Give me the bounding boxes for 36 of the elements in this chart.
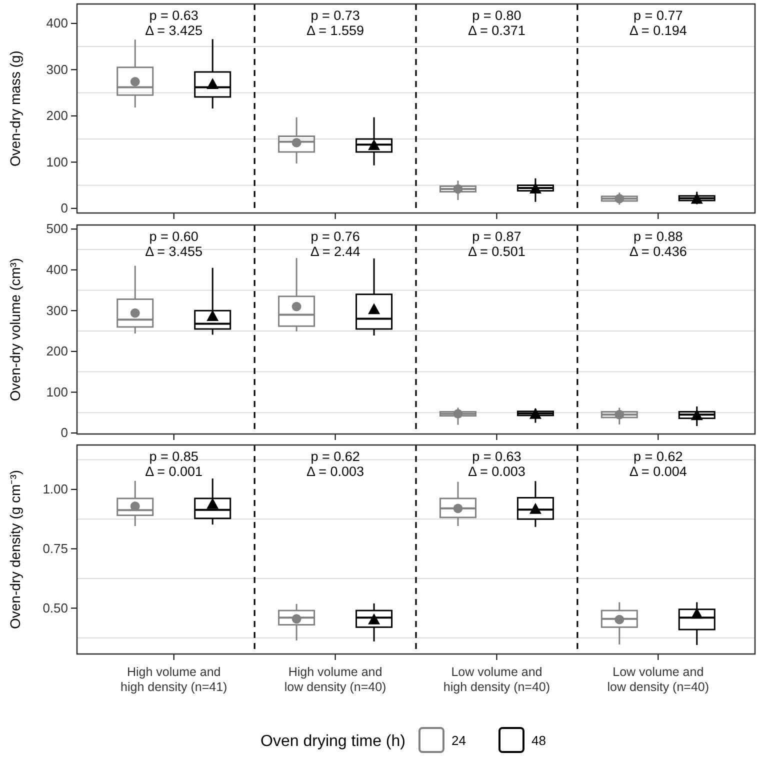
- y-axis-title: Oven-dry density (g cm⁻³): [7, 470, 23, 630]
- annotation: p = 0.63 Δ = 0.003: [468, 449, 526, 479]
- y-tick-label: 0.50: [42, 600, 68, 616]
- y-tick-label: 0: [60, 425, 68, 440]
- y-tick-label: 300: [46, 302, 68, 318]
- annotation: p = 0.60 Δ = 3.455: [145, 229, 203, 259]
- annotation: p = 0.62 Δ = 0.004: [629, 449, 688, 479]
- x-tick-label: Low volume and high density (n=40): [443, 665, 550, 694]
- y-tick-label: 400: [46, 16, 68, 31]
- x-tick-label: Low volume and low density (n=40): [607, 665, 710, 694]
- y-tick-label: 1.00: [42, 482, 68, 497]
- annotation: p = 0.87 Δ = 0.501: [468, 229, 526, 259]
- y-tick-label: 200: [46, 108, 68, 124]
- annotation: p = 0.63 Δ = 3.425: [145, 8, 203, 38]
- x-tick-label: High volume and high density (n=41): [120, 665, 228, 694]
- annotation: p = 0.73 Δ = 1.559: [306, 8, 364, 38]
- annotation: p = 0.62 Δ = 0.003: [306, 449, 364, 479]
- legend-title: Oven drying time (h): [260, 733, 406, 750]
- y-axis-title: Oven-dry volume (cm³): [7, 258, 23, 402]
- y-tick-label: 300: [46, 62, 68, 77]
- annotation: p = 0.76 Δ = 2.44: [310, 229, 361, 259]
- y-tick-label: 0.75: [42, 540, 68, 556]
- y-axis-title: Oven-dry mass (g): [7, 50, 23, 166]
- y-tick-label: 100: [46, 384, 68, 400]
- y-tick-label: 100: [46, 154, 68, 170]
- annotation: p = 0.88 Δ = 0.436: [629, 229, 687, 259]
- x-tick-label: High volume and low density (n=40): [284, 665, 386, 694]
- annotation: p = 0.77 Δ = 0.194: [629, 8, 688, 38]
- y-tick-label: 200: [46, 344, 68, 359]
- legend-label: 24: [451, 733, 466, 748]
- annotation: p = 0.80 Δ = 0.371: [468, 8, 526, 38]
- legend-label: 48: [531, 733, 546, 748]
- annotation: p = 0.85 Δ = 0.001: [145, 449, 203, 479]
- y-tick-label: 0: [60, 200, 68, 216]
- y-tick-label: 500: [46, 221, 68, 236]
- y-tick-label: 400: [46, 262, 68, 278]
